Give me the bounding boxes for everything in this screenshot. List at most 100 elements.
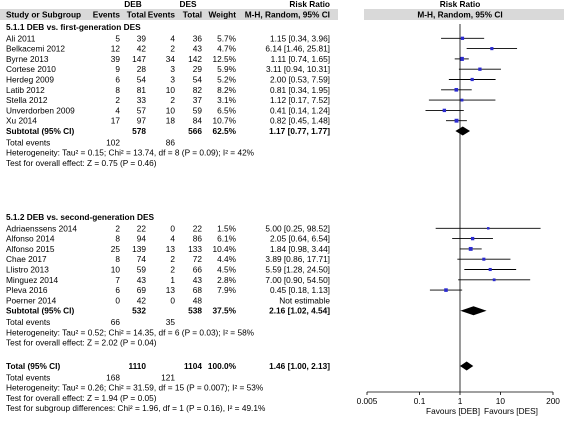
study-g2-4-box xyxy=(482,257,486,261)
header-study: Study or Subgroup xyxy=(6,10,81,20)
group-2-subtotal-total-des: 538 xyxy=(188,306,202,316)
study-g2-1-events-deb: 2 xyxy=(115,223,120,233)
study-g2-4-weight: 4.4% xyxy=(217,254,237,264)
study-g1-5-events-des: 3 xyxy=(170,75,175,85)
group-2-subtotal-weight: 37.5% xyxy=(212,306,236,316)
study-g2-4-name: Chae 2017 xyxy=(6,254,47,264)
study-g1-3-total-des: 142 xyxy=(188,54,202,64)
study-g2-7-events-deb: 6 xyxy=(115,285,120,295)
study-g2-8-total-deb: 42 xyxy=(137,295,147,305)
overall-total-diamond xyxy=(460,361,474,371)
overall-total-ci: 1.46 [1.00, 2.13] xyxy=(269,361,330,371)
group-2-subtotal-diamond xyxy=(460,306,487,316)
study-g1-3-name: Byrne 2013 xyxy=(6,54,49,64)
group-2-overall-effect: Test for overall effect: Z = 2.02 (P = 0… xyxy=(6,338,157,348)
study-g2-5-name: Llistro 2013 xyxy=(6,265,49,275)
header-risk-ratio-left: Risk Ratio xyxy=(289,0,330,9)
study-g1-6-total-des: 82 xyxy=(193,85,203,95)
x-tick-label-1: 0.005 xyxy=(357,396,378,406)
header-method-right: M-H, Random, 95% CI xyxy=(417,10,502,20)
overall-heterogeneity: Heterogeneity: Tau² = 0.26; Chi² = 31.59… xyxy=(6,383,264,393)
study-g1-6-name: Latib 2012 xyxy=(6,85,45,95)
study-g1-4-ci: 3.11 [0.94, 10.31] xyxy=(266,64,330,74)
study-g2-7-events-des: 13 xyxy=(166,285,176,295)
study-g2-4-ci: 3.89 [0.86, 17.71] xyxy=(265,254,330,264)
overall-total-events-label: Total events xyxy=(6,372,50,382)
study-g1-1-events-des: 4 xyxy=(170,33,175,43)
study-g1-9-weight: 10.7% xyxy=(212,116,236,126)
study-g1-8-total-deb: 57 xyxy=(137,105,147,115)
favours-right-label: Favours [DES] xyxy=(484,406,538,416)
study-g2-5-total-deb: 59 xyxy=(137,265,147,275)
study-g2-6-total-des: 43 xyxy=(193,275,203,285)
study-g2-5-events-deb: 10 xyxy=(111,265,121,275)
header-band-right xyxy=(364,9,564,20)
study-g2-1-events-des: 0 xyxy=(170,223,175,233)
overall-total-des: 1104 xyxy=(184,361,202,371)
study-g2-6-events-deb: 7 xyxy=(115,275,120,285)
study-g1-4-weight: 5.9% xyxy=(217,64,237,74)
study-g1-2-total-deb: 42 xyxy=(137,44,147,54)
x-tick-label-3: 1 xyxy=(458,396,463,406)
group-2-title: 5.1.2 DEB vs. second-generation DES xyxy=(6,212,154,222)
study-g2-2-total-deb: 94 xyxy=(137,234,147,244)
study-g1-4-box xyxy=(478,67,482,71)
study-g2-4-total-des: 72 xyxy=(193,254,203,264)
study-g2-1-weight: 1.5% xyxy=(217,223,237,233)
study-g1-9-events-des: 18 xyxy=(166,116,176,126)
study-g1-3-events-des: 34 xyxy=(166,54,176,64)
study-g2-7-name: Pleva 2016 xyxy=(6,285,48,295)
study-g2-3-events-des: 13 xyxy=(166,244,176,254)
study-g1-8-events-des: 10 xyxy=(166,105,176,115)
group-1-total-events-label: Total events xyxy=(6,137,50,147)
study-g2-3-events-deb: 25 xyxy=(111,244,121,254)
study-g1-5-name: Herdeg 2009 xyxy=(6,75,54,85)
group-2-total-events-deb: 66 xyxy=(111,317,121,327)
study-g1-7-events-des: 2 xyxy=(170,95,175,105)
x-tick-label-2: 0.1 xyxy=(414,396,426,406)
study-g2-6-total-deb: 43 xyxy=(137,275,147,285)
overall-total-deb: 1110 xyxy=(128,361,146,371)
study-g1-5-total-des: 54 xyxy=(193,75,203,85)
study-g1-6-weight: 8.2% xyxy=(217,85,237,95)
study-g2-6-ci: 7.00 [0.90, 54.50] xyxy=(265,275,330,285)
group-1-total-events-deb: 102 xyxy=(106,137,120,147)
group-2-subtotal-total-deb: 532 xyxy=(132,306,146,316)
study-g2-3-weight: 10.4% xyxy=(212,244,236,254)
study-g1-7-weight: 3.1% xyxy=(217,95,237,105)
study-g2-1-name: Adriaenssens 2014 xyxy=(6,223,77,233)
study-g2-7-total-des: 68 xyxy=(193,285,203,295)
study-g2-5-events-des: 2 xyxy=(170,265,175,275)
study-g1-1-total-deb: 39 xyxy=(137,33,147,43)
study-g1-8-weight: 6.5% xyxy=(217,105,237,115)
study-g1-3-ci: 1.11 [0.74, 1.65] xyxy=(271,54,330,64)
study-g1-3-box xyxy=(459,56,464,61)
study-g2-4-events-deb: 8 xyxy=(115,254,120,264)
study-g2-8-events-deb: 0 xyxy=(115,295,120,305)
study-g2-2-box xyxy=(470,236,475,241)
header-band-left xyxy=(0,9,338,20)
subgroup-difference-test: Test for subgroup differences: Chi² = 1.… xyxy=(6,403,266,413)
study-g2-2-events-deb: 8 xyxy=(115,234,120,244)
study-g1-7-ci: 1.12 [0.17, 7.52] xyxy=(270,95,330,105)
study-g2-1-ci: 5.00 [0.25, 98.52] xyxy=(265,223,330,233)
study-g1-7-total-des: 37 xyxy=(193,95,203,105)
study-g1-5-weight: 5.2% xyxy=(217,75,237,85)
study-g2-3-total-des: 133 xyxy=(188,244,202,254)
study-g1-1-total-des: 36 xyxy=(193,33,203,43)
study-g1-2-name: Belkacemi 2012 xyxy=(6,44,65,54)
study-g1-4-events-des: 3 xyxy=(170,64,175,74)
study-g2-5-ci: 5.59 [1.28, 24.50] xyxy=(265,265,330,275)
study-g1-4-name: Cortese 2010 xyxy=(6,64,56,74)
study-g1-6-ci: 0.81 [0.34, 1.95] xyxy=(270,85,330,95)
header-events-deb: Events xyxy=(93,10,121,20)
study-g1-6-events-deb: 8 xyxy=(115,85,120,95)
study-g2-4-total-deb: 74 xyxy=(137,254,147,264)
study-g1-2-total-des: 43 xyxy=(193,44,203,54)
study-g2-3-ci: 1.84 [0.98, 3.44] xyxy=(270,244,330,254)
study-g2-5-weight: 4.5% xyxy=(217,265,237,275)
study-g1-6-box xyxy=(454,87,459,92)
study-g2-6-events-des: 1 xyxy=(170,275,175,285)
group-1-subtotal-ci: 1.17 [0.77, 1.77] xyxy=(269,126,330,136)
